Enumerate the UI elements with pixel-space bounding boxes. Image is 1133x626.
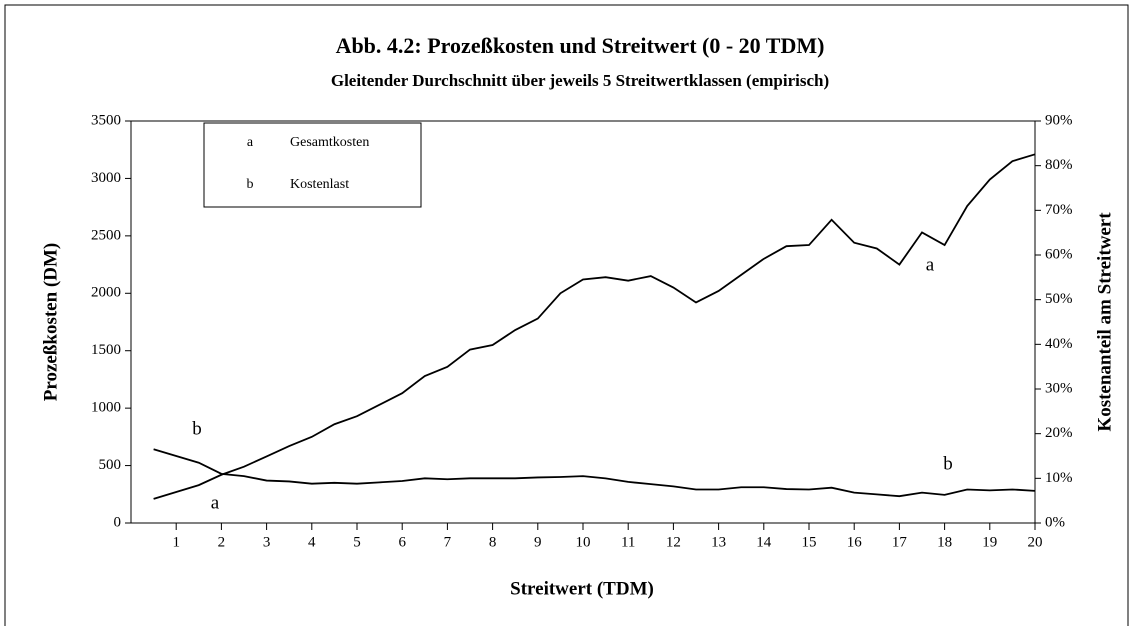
y2-tick-label: 30%: [1045, 380, 1073, 396]
chart-title: Abb. 4.2: Prozeßkosten und Streitwert (0…: [336, 33, 825, 58]
y-tick-label: 1000: [91, 400, 121, 416]
line: [153, 153, 1036, 500]
y2-axis-label: Kostenanteil am Streitwert: [1094, 212, 1115, 432]
y2-tick-label: 40%: [1045, 336, 1073, 352]
annotation: b: [192, 418, 202, 439]
x-tick-label: 17: [892, 534, 908, 550]
y-axis-label: Prozeßkosten (DM): [40, 243, 61, 401]
frame: [4, 4, 1129, 626]
x-tick-label: 14: [756, 534, 772, 550]
y-tick-label: 3000: [91, 170, 121, 186]
annotation: a: [211, 492, 220, 513]
y2-tick-label: 50%: [1045, 291, 1073, 307]
x-tick-label: 4: [308, 534, 316, 550]
x-tick-label: 20: [1028, 534, 1043, 550]
legend-label: Kostenlast: [290, 177, 349, 192]
y-tick-label: 500: [99, 457, 122, 473]
chart-subtitle: Gleitender Durchschnitt über jeweils 5 S…: [331, 71, 829, 90]
legend-key: b: [247, 177, 254, 192]
x-tick-label: 7: [444, 534, 452, 550]
y2-tick-label: 80%: [1045, 157, 1073, 173]
y2-tick-label: 10%: [1045, 470, 1073, 486]
x-tick-label: 2: [218, 534, 226, 550]
x-tick-label: 6: [398, 534, 406, 550]
legend: [203, 122, 422, 208]
annotation: a: [926, 254, 935, 275]
annotation: b: [943, 453, 953, 474]
x-tick-label: 15: [802, 534, 817, 550]
x-tick-label: 8: [489, 534, 497, 550]
x-tick-label: 16: [847, 534, 863, 550]
y2-tick-label: 20%: [1045, 425, 1073, 441]
x-tick-label: 11: [621, 534, 635, 550]
y2-tick-label: 90%: [1045, 112, 1073, 128]
x-tick-label: 3: [263, 534, 271, 550]
y2-tick-label: 70%: [1045, 202, 1073, 218]
legend-label: Gesamtkosten: [290, 135, 369, 150]
x-tick-label: 18: [937, 534, 952, 550]
y-tick-label: 3500: [91, 112, 121, 128]
y-tick-label: 1500: [91, 342, 121, 358]
y-tick-label: 2500: [91, 227, 121, 243]
x-axis-label: Streitwert (TDM): [510, 578, 654, 599]
x-tick-label: 10: [576, 534, 591, 550]
y-tick-label: 0: [114, 514, 122, 530]
y-tick-label: 2000: [91, 285, 121, 301]
x-tick-label: 13: [711, 534, 726, 550]
y2-tick-label: 60%: [1045, 246, 1073, 262]
x-tick-label: 9: [534, 534, 542, 550]
x-tick-label: 12: [666, 534, 681, 550]
y2-tick-label: 0%: [1045, 514, 1065, 530]
x-tick-label: 19: [982, 534, 997, 550]
x-tick-label: 1: [172, 534, 180, 550]
x-tick-label: 5: [353, 534, 361, 550]
line: [153, 448, 1036, 498]
legend-key: a: [247, 135, 254, 150]
